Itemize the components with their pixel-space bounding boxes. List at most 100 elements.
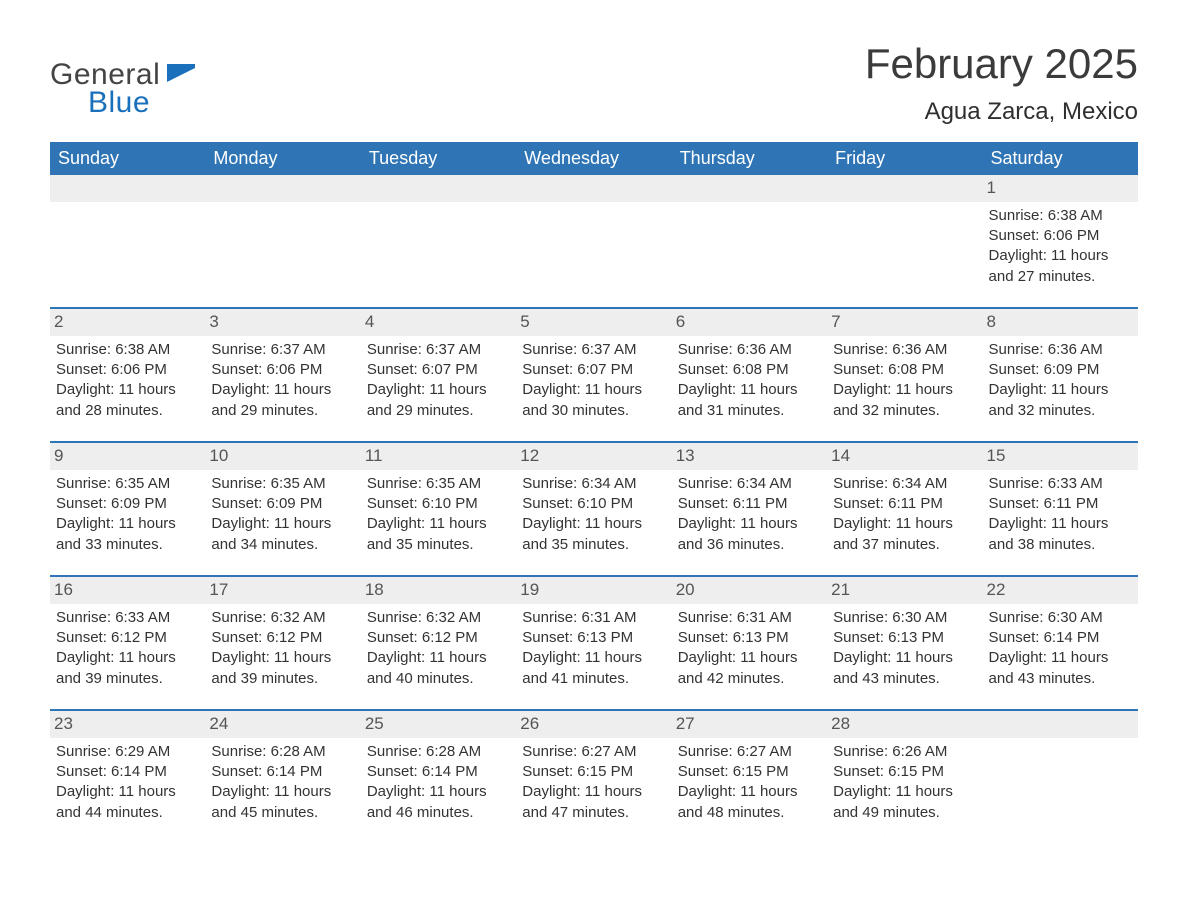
sunset-text: Sunset: 6:08 PM xyxy=(678,360,821,380)
day-number: 23 xyxy=(50,711,205,738)
day-number: 2 xyxy=(50,309,205,336)
day-number: 9 xyxy=(50,443,205,470)
daylight-text: Daylight: 11 hours and 45 minutes. xyxy=(211,782,354,823)
day-number: 20 xyxy=(672,577,827,604)
day-number: 13 xyxy=(672,443,827,470)
day-cell: 2 Sunrise: 6:38 AMSunset: 6:06 PMDaylight… xyxy=(50,309,205,427)
day-cell: 10Sunrise: 6:35 AMSunset: 6:09 PMDayligh… xyxy=(205,443,360,561)
daylight-text: Daylight: 11 hours and 34 minutes. xyxy=(211,514,354,555)
sunset-text: Sunset: 6:15 PM xyxy=(522,762,665,782)
sunrise-text: Sunrise: 6:27 AM xyxy=(522,742,665,762)
sunrise-text: Sunrise: 6:34 AM xyxy=(678,474,821,494)
day-number: 26 xyxy=(516,711,671,738)
day-cell: . xyxy=(983,711,1138,829)
day-header-cell: Monday xyxy=(205,142,360,175)
day-number: 25 xyxy=(361,711,516,738)
day-cell: 16Sunrise: 6:33 AMSunset: 6:12 PMDayligh… xyxy=(50,577,205,695)
sunrise-text: Sunrise: 6:36 AM xyxy=(678,340,821,360)
sunrise-text: Sunrise: 6:35 AM xyxy=(56,474,199,494)
sunrise-text: Sunrise: 6:32 AM xyxy=(211,608,354,628)
sunset-text: Sunset: 6:10 PM xyxy=(367,494,510,514)
day-number: 17 xyxy=(205,577,360,604)
sunrise-text: Sunrise: 6:30 AM xyxy=(989,608,1132,628)
day-number: 22 xyxy=(983,577,1138,604)
sunrise-text: Sunrise: 6:38 AM xyxy=(989,206,1132,226)
sunrise-text: Sunrise: 6:36 AM xyxy=(989,340,1132,360)
day-number: . xyxy=(672,175,827,202)
sunset-text: Sunset: 6:08 PM xyxy=(833,360,976,380)
day-cell: 13Sunrise: 6:34 AMSunset: 6:11 PMDayligh… xyxy=(672,443,827,561)
week-row: 16Sunrise: 6:33 AMSunset: 6:12 PMDayligh… xyxy=(50,575,1138,695)
day-number: 3 xyxy=(205,309,360,336)
day-cell: 12Sunrise: 6:34 AMSunset: 6:10 PMDayligh… xyxy=(516,443,671,561)
daylight-text: Daylight: 11 hours and 46 minutes. xyxy=(367,782,510,823)
sunrise-text: Sunrise: 6:31 AM xyxy=(678,608,821,628)
day-number: 19 xyxy=(516,577,671,604)
day-number: 4 xyxy=(361,309,516,336)
logo-text-block: General Blue xyxy=(50,58,195,120)
sunrise-text: Sunrise: 6:32 AM xyxy=(367,608,510,628)
day-cell: 3Sunrise: 6:37 AMSunset: 6:06 PMDaylight… xyxy=(205,309,360,427)
day-cell: 6Sunrise: 6:36 AMSunset: 6:08 PMDaylight… xyxy=(672,309,827,427)
sunset-text: Sunset: 6:07 PM xyxy=(367,360,510,380)
daylight-text: Daylight: 11 hours and 33 minutes. xyxy=(56,514,199,555)
sunset-text: Sunset: 6:10 PM xyxy=(522,494,665,514)
daylight-text: Daylight: 11 hours and 35 minutes. xyxy=(367,514,510,555)
day-cell: 27Sunrise: 6:27 AMSunset: 6:15 PMDayligh… xyxy=(672,711,827,829)
sunset-text: Sunset: 6:09 PM xyxy=(989,360,1132,380)
week-row: 9Sunrise: 6:35 AMSunset: 6:09 PMDaylight… xyxy=(50,441,1138,561)
sunrise-text: Sunrise: 6:26 AM xyxy=(833,742,976,762)
day-cell: 11Sunrise: 6:35 AMSunset: 6:10 PMDayligh… xyxy=(361,443,516,561)
sunrise-text: Sunrise: 6:38 AM xyxy=(56,340,199,360)
daylight-text: Daylight: 11 hours and 27 minutes. xyxy=(989,246,1132,287)
week-row: 23Sunrise: 6:29 AMSunset: 6:14 PMDayligh… xyxy=(50,709,1138,829)
daylight-text: Daylight: 11 hours and 29 minutes. xyxy=(211,380,354,421)
sunset-text: Sunset: 6:06 PM xyxy=(211,360,354,380)
sunrise-text: Sunrise: 6:33 AM xyxy=(989,474,1132,494)
location-label: Agua Zarca, Mexico xyxy=(865,98,1138,126)
day-cell: 19Sunrise: 6:31 AMSunset: 6:13 PMDayligh… xyxy=(516,577,671,695)
sunrise-text: Sunrise: 6:34 AM xyxy=(833,474,976,494)
day-number: 6 xyxy=(672,309,827,336)
day-number: 12 xyxy=(516,443,671,470)
day-cell: . xyxy=(672,175,827,293)
day-header-cell: Sunday xyxy=(50,142,205,175)
daylight-text: Daylight: 11 hours and 39 minutes. xyxy=(56,648,199,689)
week-row: 2Sunrise: 6:38 AMSunset: 6:06 PMDaylight… xyxy=(50,307,1138,427)
day-cell: 21Sunrise: 6:30 AMSunset: 6:13 PMDayligh… xyxy=(827,577,982,695)
day-header-cell: Thursday xyxy=(672,142,827,175)
daylight-text: Daylight: 11 hours and 28 minutes. xyxy=(56,380,199,421)
day-number: . xyxy=(827,175,982,202)
sunrise-text: Sunrise: 6:37 AM xyxy=(367,340,510,360)
day-number: . xyxy=(361,175,516,202)
day-cell: 26Sunrise: 6:27 AMSunset: 6:15 PMDayligh… xyxy=(516,711,671,829)
day-number: 15 xyxy=(983,443,1138,470)
sunset-text: Sunset: 6:09 PM xyxy=(211,494,354,514)
day-cell: 15Sunrise: 6:33 AMSunset: 6:11 PMDayligh… xyxy=(983,443,1138,561)
sunset-text: Sunset: 6:09 PM xyxy=(56,494,199,514)
daylight-text: Daylight: 11 hours and 39 minutes. xyxy=(211,648,354,689)
sunset-text: Sunset: 6:14 PM xyxy=(56,762,199,782)
daylight-text: Daylight: 11 hours and 35 minutes. xyxy=(522,514,665,555)
sunset-text: Sunset: 6:11 PM xyxy=(833,494,976,514)
sunset-text: Sunset: 6:15 PM xyxy=(833,762,976,782)
day-number: 28 xyxy=(827,711,982,738)
daylight-text: Daylight: 11 hours and 42 minutes. xyxy=(678,648,821,689)
daylight-text: Daylight: 11 hours and 48 minutes. xyxy=(678,782,821,823)
day-cell: 20Sunrise: 6:31 AMSunset: 6:13 PMDayligh… xyxy=(672,577,827,695)
sunset-text: Sunset: 6:14 PM xyxy=(367,762,510,782)
sunset-text: Sunset: 6:13 PM xyxy=(522,628,665,648)
sunset-text: Sunset: 6:07 PM xyxy=(522,360,665,380)
day-number: 24 xyxy=(205,711,360,738)
sunset-text: Sunset: 6:06 PM xyxy=(989,226,1132,246)
day-number: . xyxy=(983,711,1138,738)
logo: General Blue xyxy=(50,40,195,120)
day-cell: 25Sunrise: 6:28 AMSunset: 6:14 PMDayligh… xyxy=(361,711,516,829)
day-cell: 9 Sunrise: 6:35 AMSunset: 6:09 PMDaylight… xyxy=(50,443,205,561)
day-cell: . xyxy=(50,175,205,293)
day-number: 11 xyxy=(361,443,516,470)
sunset-text: Sunset: 6:14 PM xyxy=(989,628,1132,648)
daylight-text: Daylight: 11 hours and 32 minutes. xyxy=(989,380,1132,421)
daylight-text: Daylight: 11 hours and 43 minutes. xyxy=(989,648,1132,689)
sunset-text: Sunset: 6:06 PM xyxy=(56,360,199,380)
